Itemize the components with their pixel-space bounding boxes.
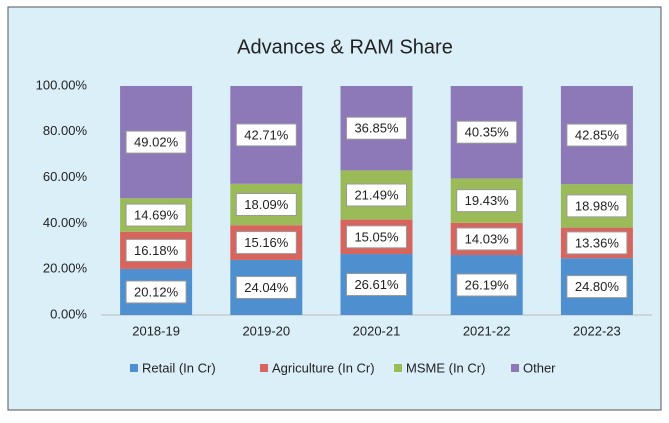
chart-title: Advances & RAM Share	[237, 36, 453, 58]
data-label-box	[125, 280, 187, 304]
data-label-box	[456, 120, 518, 144]
legend-label: Agriculture (In Cr)	[272, 360, 375, 375]
data-label: 26.61%	[354, 277, 399, 292]
data-label: 49.02%	[134, 135, 179, 150]
y-tick-label: 60.00%	[43, 169, 88, 184]
x-tick-label: 2019-20	[242, 323, 290, 338]
data-label-box	[125, 238, 187, 262]
data-label-box	[456, 227, 518, 251]
x-tick-label: 2018-19	[132, 323, 180, 338]
data-label: 24.04%	[244, 280, 289, 295]
data-label: 42.71%	[244, 127, 289, 142]
chart-background	[7, 6, 662, 411]
data-label-box	[566, 123, 628, 147]
x-tick-label: 2020-21	[353, 323, 401, 338]
data-label-box	[235, 123, 297, 147]
data-label-box	[346, 273, 407, 297]
data-label: 21.49%	[354, 187, 399, 202]
y-tick-label: 80.00%	[43, 123, 88, 138]
data-label-box	[235, 231, 297, 255]
legend-label: Retail (In Cr)	[142, 360, 216, 375]
data-label: 15.16%	[244, 235, 289, 250]
data-label-box	[346, 183, 407, 207]
data-label: 20.12%	[134, 284, 179, 299]
data-label: 14.69%	[134, 207, 179, 222]
legend-swatch	[394, 364, 402, 372]
x-tick-label: 2021-22	[463, 323, 511, 338]
data-label-box	[566, 231, 628, 255]
legend-swatch	[260, 364, 268, 372]
legend-label: Other	[523, 360, 556, 375]
data-label-box	[125, 203, 187, 227]
data-label-box	[235, 193, 297, 217]
data-label: 18.98%	[575, 198, 620, 213]
data-label: 15.05%	[354, 229, 399, 244]
data-label: 42.85%	[575, 128, 620, 143]
data-label-box	[346, 225, 407, 249]
legend-label: MSME (In Cr)	[406, 360, 485, 375]
y-tick-label: 0.00%	[50, 306, 87, 321]
legend-swatch	[511, 364, 519, 372]
data-label: 13.36%	[575, 235, 620, 250]
data-label: 14.03%	[465, 231, 510, 246]
data-label: 40.35%	[465, 125, 510, 140]
data-label: 24.80%	[575, 279, 620, 294]
y-tick-label: 100.00%	[36, 77, 88, 92]
data-label-box	[456, 273, 518, 297]
data-label-box	[125, 130, 187, 154]
data-label-box	[566, 194, 628, 218]
data-label: 19.43%	[465, 193, 510, 208]
legend-swatch	[130, 364, 138, 372]
y-tick-label: 20.00%	[43, 261, 88, 276]
y-tick-label: 40.00%	[43, 215, 88, 230]
x-tick-label: 2022-23	[573, 323, 621, 338]
data-label: 26.19%	[465, 277, 510, 292]
data-label: 18.09%	[244, 197, 289, 212]
data-label: 16.18%	[134, 243, 179, 258]
data-label-box	[456, 189, 518, 213]
data-label-box	[235, 275, 297, 299]
data-label-box	[566, 275, 628, 299]
data-label-box	[346, 116, 407, 140]
data-label: 36.85%	[354, 121, 399, 136]
